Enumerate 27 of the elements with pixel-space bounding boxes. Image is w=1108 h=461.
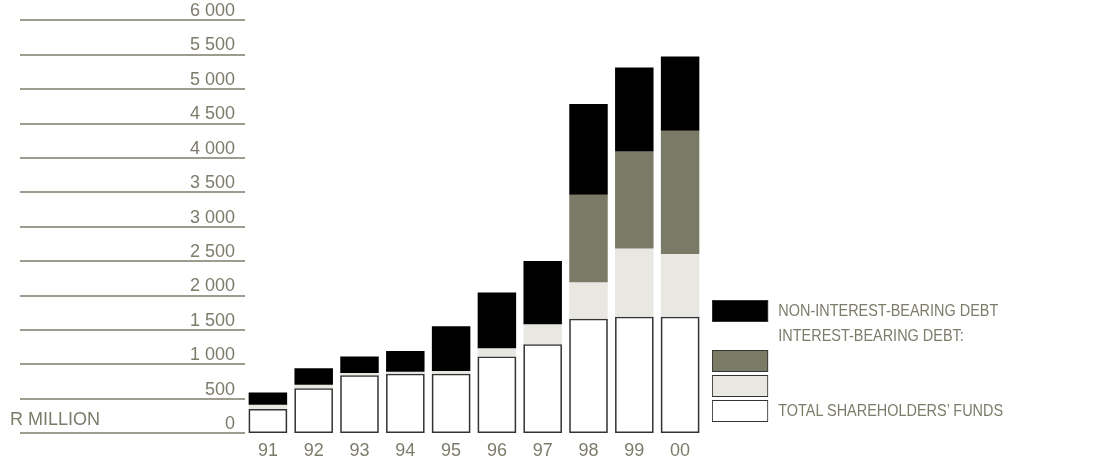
x-tick-label: 92 [303, 440, 324, 460]
y-tick-label: 2 500 [189, 240, 235, 261]
x-tick-label: 94 [395, 440, 416, 460]
y-tick-label: 3 500 [189, 172, 235, 193]
y-tick-label: 500 [204, 378, 235, 399]
y-tick-label: 3 000 [189, 206, 235, 227]
y-tick-label: 0 [224, 413, 235, 433]
x-tick-label: 99 [624, 440, 645, 460]
x-tick-label: 00 [670, 440, 691, 460]
y-axis-title: R MILLION [10, 409, 101, 429]
x-tick-label: 96 [486, 440, 507, 460]
y-tick-label: 6 000 [189, 0, 235, 20]
x-tick-label: 95 [441, 440, 462, 460]
y-tick-label: 1 000 [189, 344, 235, 365]
y-tick-label: 2 000 [189, 275, 235, 296]
x-tick-label: 91 [257, 440, 278, 460]
y-tick-label: 4 000 [189, 137, 235, 158]
legend-label: NON-INTEREST-BEARING DEBT [778, 300, 999, 321]
x-tick-label: 97 [532, 440, 553, 460]
y-tick-label: 5 000 [189, 68, 235, 89]
x-tick-label: 98 [578, 440, 599, 460]
legend-title: INTEREST-BEARING DEBT: [778, 325, 964, 346]
y-tick-label: 4 500 [189, 103, 235, 124]
x-tick-label: 93 [349, 440, 370, 460]
legend-label: TOTAL SHAREHOLDERS’ FUNDS [778, 400, 1004, 421]
y-tick-label: 5 500 [189, 34, 235, 55]
y-tick-label: 1 500 [189, 309, 235, 330]
